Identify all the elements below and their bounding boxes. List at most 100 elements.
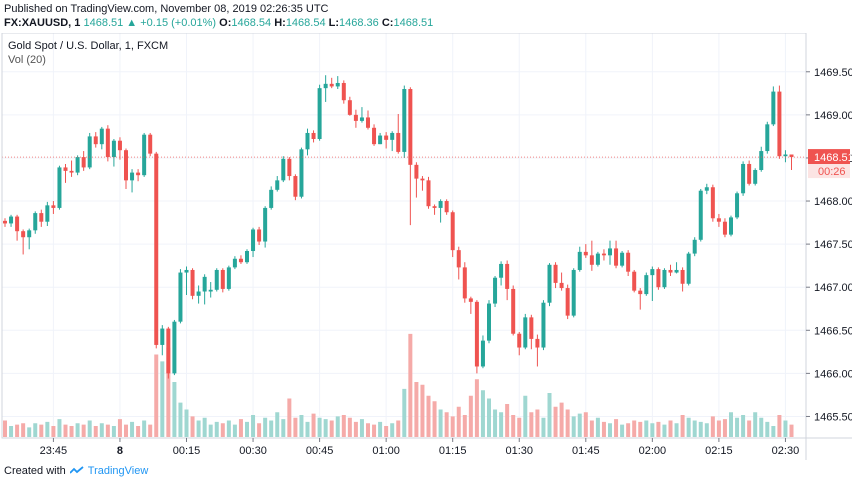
volume-bar xyxy=(692,420,697,437)
candle-body xyxy=(529,317,534,339)
volume-legend[interactable]: Vol (20) xyxy=(8,54,46,66)
candle-body xyxy=(275,180,280,190)
candle-body xyxy=(716,218,721,222)
volume-bar xyxy=(735,417,740,437)
volume-bar xyxy=(656,421,661,437)
volume-bar xyxy=(571,416,576,437)
candle-body xyxy=(493,277,498,304)
candle-body xyxy=(390,132,395,140)
close-value: 1468.51 xyxy=(393,17,434,29)
tradingview-logo-icon xyxy=(69,466,84,474)
candle-body xyxy=(311,132,316,139)
y-tick-label: 1465.50 xyxy=(814,411,852,423)
volume-bar xyxy=(359,419,364,437)
candle-body xyxy=(9,216,14,224)
candle-body xyxy=(245,251,249,263)
high-value: 1468.54 xyxy=(285,17,326,29)
candle-body xyxy=(583,251,588,256)
candle-body xyxy=(166,328,171,374)
candle-body xyxy=(281,158,286,181)
volume-bar xyxy=(63,424,68,437)
volume-bar xyxy=(759,417,764,437)
candle-body xyxy=(366,117,370,128)
candle-body xyxy=(426,180,431,207)
candle-body xyxy=(735,193,740,218)
candle-body xyxy=(450,212,455,251)
candle-body xyxy=(589,255,594,265)
volume-bar xyxy=(372,424,377,437)
x-tick-label: 00:15 xyxy=(173,445,201,457)
volume-bar xyxy=(783,420,788,437)
volume-bar xyxy=(765,421,770,437)
candle-body xyxy=(136,172,141,176)
symbol-label[interactable]: FX:XAUUSD, 1 xyxy=(4,17,81,29)
volume-bar xyxy=(275,412,280,437)
x-tick-label: 00:45 xyxy=(306,445,334,457)
candle-body xyxy=(208,289,213,292)
volume-bar xyxy=(111,426,116,437)
volume-bar xyxy=(166,347,171,437)
candle-body xyxy=(196,291,201,296)
candle-body xyxy=(124,150,128,181)
candle-body xyxy=(414,164,419,179)
volume-bar xyxy=(789,424,794,437)
candle-body xyxy=(251,229,256,252)
volume-bar xyxy=(214,421,219,437)
published-line: Published on TradingView.com, November 0… xyxy=(4,3,329,15)
price-chart[interactable]: 1469.501469.001468.501468.001467.501467.… xyxy=(0,33,852,461)
open-value: 1468.54 xyxy=(231,17,272,29)
last-price-label: 1468.51 xyxy=(814,152,852,164)
candle-body xyxy=(601,253,606,256)
candle-body xyxy=(21,231,26,238)
volume-bar xyxy=(511,415,516,437)
candle-body xyxy=(698,190,703,240)
x-tick-label: 01:30 xyxy=(505,445,533,457)
volume-bar xyxy=(577,413,582,437)
candle-body xyxy=(765,124,770,152)
high-label: H: xyxy=(274,17,286,29)
volume-bar xyxy=(390,423,395,437)
x-tick-label: 02:30 xyxy=(772,445,800,457)
candle-body xyxy=(226,267,231,289)
candle-body xyxy=(759,151,764,171)
volume-bar xyxy=(366,423,370,437)
volume-bar xyxy=(608,423,612,437)
volume-bar xyxy=(220,423,225,437)
candle-body xyxy=(269,189,274,208)
volume-bar xyxy=(450,416,455,437)
candle-body xyxy=(559,282,564,289)
price-change: ▲ +0.15 (+0.01%) xyxy=(126,17,217,29)
volume-bar xyxy=(15,424,20,437)
candle-body xyxy=(317,88,322,139)
candle-body xyxy=(130,172,135,181)
y-tick-label: 1468.00 xyxy=(814,196,852,208)
volume-bar xyxy=(480,390,485,437)
volume-bar xyxy=(589,420,594,437)
candle-body xyxy=(444,201,449,213)
volume-bar xyxy=(93,426,98,437)
candle-body xyxy=(650,269,655,276)
candle-body xyxy=(287,158,292,177)
tradingview-brand[interactable]: TradingView xyxy=(87,465,149,477)
candle-body xyxy=(396,132,401,152)
candle-body xyxy=(747,163,752,184)
candle-body xyxy=(789,154,794,158)
candle-body xyxy=(620,252,625,266)
candle-body xyxy=(372,127,377,145)
plot-frame xyxy=(1,33,807,439)
candle-body xyxy=(686,253,691,284)
volume-bar xyxy=(650,423,655,437)
candle-body xyxy=(299,149,304,197)
candle-body xyxy=(462,267,467,299)
chart-legend-title[interactable]: Gold Spot / U.S. Dollar, 1, FXCM xyxy=(8,40,169,52)
candle-body xyxy=(571,269,576,316)
candle-body xyxy=(69,170,74,173)
volume-bar xyxy=(136,426,141,437)
volume-bar xyxy=(317,417,322,437)
volume-bar xyxy=(710,416,715,437)
volume-bar xyxy=(335,416,340,437)
candle-body xyxy=(117,140,122,151)
volume-bar xyxy=(662,424,667,437)
candle-body xyxy=(741,163,746,194)
candle-body xyxy=(154,153,159,345)
